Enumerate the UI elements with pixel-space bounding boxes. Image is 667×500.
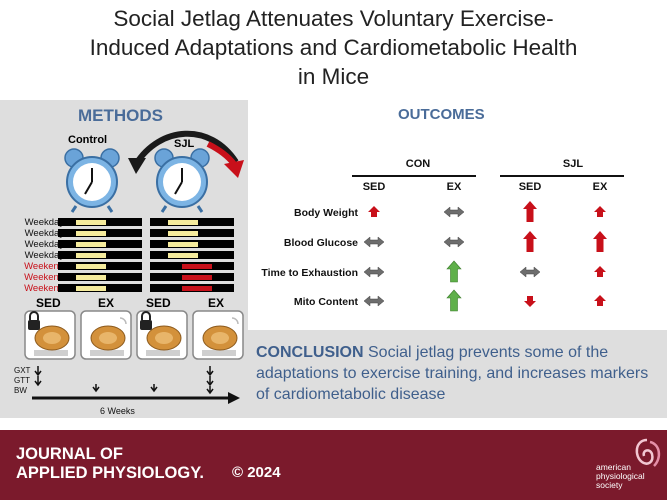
methods-heading: METHODS <box>78 106 163 125</box>
sjl-underline <box>500 175 624 177</box>
title-line-3: in Mice <box>297 64 370 89</box>
schedule-labels: Weekday 1 Weekday 2 Weekday 3 Weekday 4 … <box>0 217 72 294</box>
control-schedule <box>58 218 142 295</box>
schedule-bar <box>58 240 142 248</box>
outcomes-panel: OUTCOMES CON SJL SED EX SED EX Body Weig… <box>248 100 667 330</box>
group-label: EX <box>208 296 225 310</box>
increase-small-arrow-icon <box>594 266 606 277</box>
increase-large-arrow-icon <box>523 231 537 252</box>
sjl-schedule <box>150 218 234 295</box>
test-label-bw: BW <box>14 386 27 395</box>
schedule-bar <box>150 229 234 237</box>
increase-small-arrow-icon <box>594 206 606 217</box>
test-label-gxt: GXT <box>14 366 31 375</box>
exercise-cage-icon <box>192 310 244 360</box>
conclusion-text: CONCLUSION Social jetlag prevents some o… <box>256 342 661 405</box>
no-change-arrow-icon <box>363 295 385 307</box>
no-change-arrow-icon <box>363 236 385 248</box>
test-label-gtt: GTT <box>14 376 30 385</box>
schedule-bar <box>58 262 142 270</box>
conclusion-panel: CONCLUSION Social jetlag prevents some o… <box>248 330 667 418</box>
cages <box>24 310 244 360</box>
no-change-arrow-icon <box>363 266 385 278</box>
schedule-bar <box>58 273 142 281</box>
title-line-1: Social Jetlag Attenuates Voluntary Exerc… <box>113 6 554 31</box>
conclusion-lead: CONCLUSION <box>256 344 364 361</box>
society-line-2: physiological <box>596 471 645 481</box>
schedule-bar-shifted <box>150 262 234 270</box>
schedule-label: Weekday 1 <box>24 217 72 228</box>
increase-small-arrow-icon <box>368 206 380 217</box>
schedule-bar <box>150 251 234 259</box>
improvement-arrow-icon <box>446 289 462 312</box>
aps-logo-icon <box>635 438 661 467</box>
row-label: Time to Exhaustion <box>261 267 358 279</box>
outcomes-heading: OUTCOMES <box>398 106 485 123</box>
increase-small-arrow-icon <box>594 295 606 306</box>
sedentary-cage-icon <box>136 310 188 360</box>
title-line-2: Induced Adaptations and Cardiometabolic … <box>89 35 578 60</box>
schedule-bar-shifted <box>150 284 234 292</box>
journal-name: JOURNAL OF APPLIED PHYSIOLOGY. <box>16 445 204 483</box>
no-change-arrow-icon <box>519 266 541 278</box>
schedule-bar <box>150 240 234 248</box>
group-sjl-label: SJL <box>562 158 584 170</box>
schedule-label: Weekday 2 <box>24 228 72 239</box>
journal-name-line-1: JOURNAL OF <box>16 445 123 463</box>
phase-shift-arrow-icon <box>128 130 244 178</box>
exercise-cage-icon <box>80 310 132 360</box>
control-label: Control <box>68 134 108 146</box>
journal-name-line-2: APPLIED PHYSIOLOGY. <box>16 464 204 482</box>
schedule-bar <box>58 229 142 237</box>
increase-large-arrow-icon <box>593 231 607 252</box>
column-header: EX <box>446 181 462 193</box>
schedule-bar <box>58 251 142 259</box>
no-change-arrow-icon <box>443 206 465 218</box>
sjl-alarm-clock-icon <box>154 148 210 213</box>
column-header: SED <box>518 181 542 193</box>
group-label: SED <box>146 296 171 310</box>
row-label: Blood Glucose <box>283 237 358 249</box>
con-underline <box>352 175 476 177</box>
society-name: american physiological society <box>596 463 645 490</box>
group-con-label: CON <box>405 158 431 170</box>
schedule-bar <box>150 218 234 226</box>
page-title: Social Jetlag Attenuates Voluntary Exerc… <box>0 0 667 100</box>
column-header: SED <box>362 181 386 193</box>
timeline-label: 6 Weeks <box>100 406 135 416</box>
schedule-bar-shifted <box>150 273 234 281</box>
sjl-label: SJL <box>174 138 195 150</box>
copyright: © 2024 <box>232 464 281 481</box>
schedule-label: Weekend 2 <box>24 272 72 283</box>
group-label: SED <box>36 296 61 310</box>
methods-panel: METHODS Control SJL Weekday 1 Weekday 2 … <box>0 100 248 418</box>
schedule-bar <box>58 284 142 292</box>
row-label: Body Weight <box>294 207 358 219</box>
column-header: EX <box>592 181 608 193</box>
schedule-label: Weekend 3 <box>24 283 72 294</box>
conclusion-body: Social jetlag prevents some of the adapt… <box>256 344 649 403</box>
increase-large-arrow-icon <box>523 201 537 222</box>
timeline-axis <box>32 366 240 404</box>
schedule-bar <box>58 218 142 226</box>
schedule-label: Weekend 1 <box>24 261 72 272</box>
society-line-1: american <box>596 462 631 472</box>
society-line-3: society <box>596 480 623 490</box>
control-alarm-clock-icon <box>64 148 120 213</box>
schedule-label: Weekday 4 <box>24 250 72 261</box>
outcome-arrow-grid <box>363 201 607 312</box>
schedule-label: Weekday 3 <box>24 239 72 250</box>
journal-footer: JOURNAL OF APPLIED PHYSIOLOGY. © 2024 am… <box>0 430 667 500</box>
group-label: EX <box>98 296 115 310</box>
sedentary-cage-icon <box>24 310 76 360</box>
row-label: Mito Content <box>293 296 358 308</box>
decrease-small-arrow-icon <box>524 296 536 307</box>
no-change-arrow-icon <box>443 236 465 248</box>
improvement-arrow-icon <box>446 260 462 283</box>
